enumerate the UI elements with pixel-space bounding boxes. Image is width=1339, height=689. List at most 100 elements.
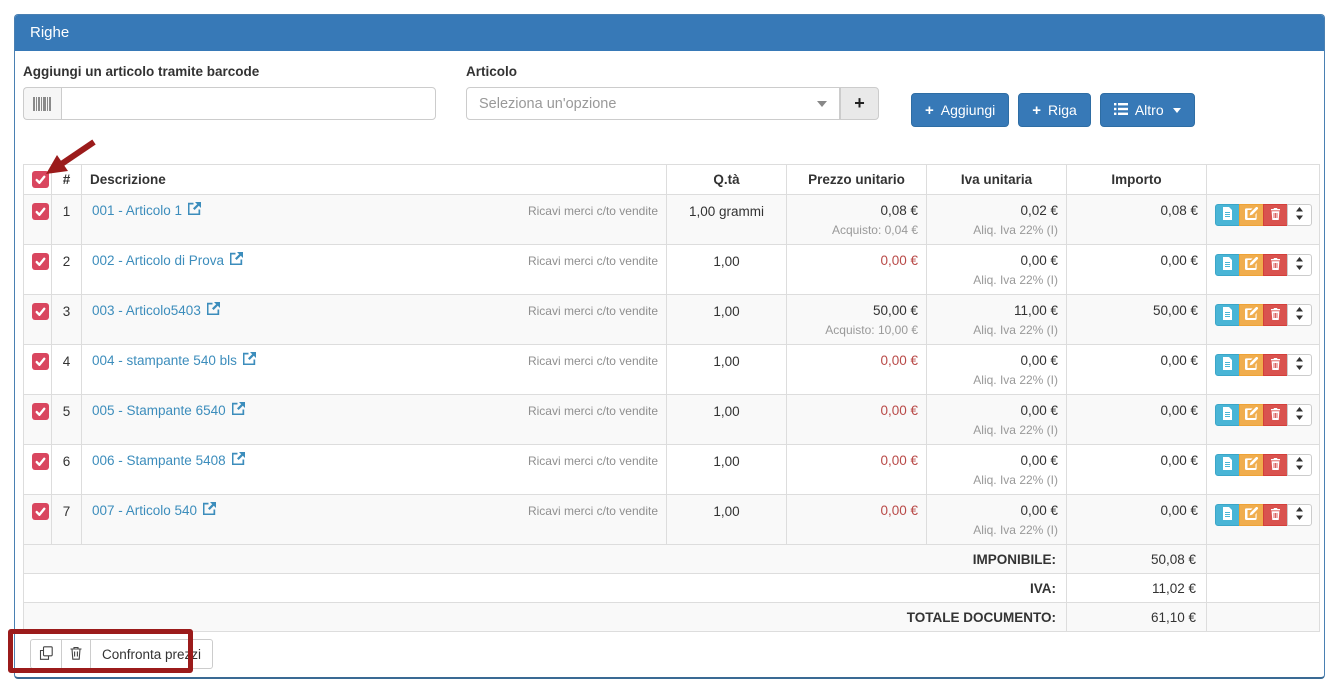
caret-down-icon (1172, 107, 1181, 113)
qty-cell: 1,00 grammi (666, 194, 787, 245)
sort-vertical-icon (1295, 457, 1304, 473)
caret-down-icon (817, 100, 827, 107)
toolbar: + Aggiungi + Riga Altro (911, 93, 1195, 127)
qty-cell: 1,00 (666, 444, 787, 495)
edit-button[interactable] (1239, 254, 1264, 276)
total-row: TOTALE DOCUMENTO: 61,10 € (23, 602, 1320, 632)
edit-button[interactable] (1239, 454, 1264, 476)
righe-panel: Righe Aggiungi un articolo tramite barco… (14, 14, 1325, 679)
row-checkbox[interactable] (32, 203, 49, 220)
document-button[interactable] (1215, 204, 1240, 226)
document-icon (1222, 507, 1233, 523)
aggiungi-button[interactable]: + Aggiungi (911, 93, 1010, 127)
header-unit-vat: Iva unitaria (926, 164, 1067, 195)
row-checkbox[interactable] (32, 453, 49, 470)
document-button[interactable] (1215, 454, 1240, 476)
delete-button[interactable] (1263, 304, 1288, 326)
delete-button[interactable] (1263, 404, 1288, 426)
add-article-button[interactable]: + (840, 87, 879, 120)
article-link[interactable]: 004 - stampante 540 bls (92, 352, 256, 368)
document-icon (1222, 307, 1233, 323)
sort-vertical-icon (1295, 507, 1304, 523)
document-icon (1222, 357, 1233, 373)
duplicate-rows-button[interactable] (30, 639, 62, 669)
altro-dropdown-button[interactable]: Altro (1099, 93, 1195, 127)
rows-table: # Descrizione Q.tà Prezzo unitario Iva u… (23, 164, 1320, 632)
article-link[interactable]: 003 - Articolo5403 (92, 302, 220, 318)
edit-button[interactable] (1239, 504, 1264, 526)
edit-button[interactable] (1239, 354, 1264, 376)
amount-cell: 0,00 € (1066, 344, 1207, 395)
document-button[interactable] (1215, 304, 1240, 326)
row-number: 4 (51, 344, 82, 395)
document-button[interactable] (1215, 504, 1240, 526)
row-number: 7 (51, 494, 82, 545)
article-link[interactable]: 007 - Articolo 540 (92, 502, 217, 518)
table-header-row: # Descrizione Q.tà Prezzo unitario Iva u… (23, 164, 1320, 195)
edit-button[interactable] (1239, 404, 1264, 426)
document-button[interactable] (1215, 254, 1240, 276)
external-link-icon (230, 252, 244, 268)
article-link[interactable]: 005 - Stampante 6540 (92, 402, 245, 418)
sort-button[interactable] (1287, 454, 1312, 476)
article-link[interactable]: 006 - Stampante 5408 (92, 452, 245, 468)
delete-button[interactable] (1263, 204, 1288, 226)
edit-icon (1245, 206, 1259, 223)
document-button[interactable] (1215, 404, 1240, 426)
account-label: Ricavi merci c/to vendite (527, 303, 658, 318)
unit-price-cell: 0,00 € (786, 394, 927, 445)
delete-button[interactable] (1263, 504, 1288, 526)
trash-icon (1270, 457, 1281, 473)
article-select[interactable]: Seleziona un'opzione (466, 87, 840, 120)
sort-button[interactable] (1287, 204, 1312, 226)
edit-button[interactable] (1239, 304, 1264, 326)
document-button[interactable] (1215, 354, 1240, 376)
external-link-icon (203, 502, 217, 518)
row-checkbox[interactable] (32, 253, 49, 270)
sort-button[interactable] (1287, 254, 1312, 276)
external-link-icon (231, 402, 245, 418)
account-label: Ricavi merci c/to vendite (527, 503, 658, 518)
external-link-icon (231, 452, 245, 468)
edit-button[interactable] (1239, 204, 1264, 226)
trash-icon (1270, 407, 1281, 423)
trash-icon (70, 646, 82, 663)
row-actions (1215, 504, 1312, 526)
amount-cell: 0,00 € (1066, 494, 1207, 545)
riga-button[interactable]: + Riga (1018, 93, 1091, 127)
compare-prices-button[interactable]: Confronta prezzi (90, 639, 214, 669)
row-actions (1215, 454, 1312, 476)
select-all-checkbox[interactable] (32, 170, 49, 188)
sort-button[interactable] (1287, 354, 1312, 376)
plus-icon: + (1032, 101, 1042, 119)
row-actions (1215, 304, 1312, 326)
barcode-input[interactable] (61, 87, 436, 120)
row-checkbox[interactable] (32, 353, 49, 370)
row-checkbox[interactable] (32, 303, 49, 320)
sort-vertical-icon (1295, 307, 1304, 323)
unit-price-cell: 0,00 € (786, 244, 927, 295)
sort-button[interactable] (1287, 304, 1312, 326)
barcode-icon (23, 87, 61, 120)
qty-cell: 1,00 (666, 344, 787, 395)
article-link[interactable]: 001 - Articolo 1 (92, 202, 202, 218)
delete-rows-button[interactable] (61, 639, 91, 669)
row-number: 6 (51, 444, 82, 495)
row-checkbox[interactable] (32, 403, 49, 420)
sort-button[interactable] (1287, 404, 1312, 426)
row-checkbox[interactable] (32, 503, 49, 520)
delete-button[interactable] (1263, 254, 1288, 276)
header-amount: Importo (1066, 164, 1207, 195)
delete-button[interactable] (1263, 454, 1288, 476)
barcode-group: Aggiungi un articolo tramite barcode (23, 64, 436, 120)
row-number: 5 (51, 394, 82, 445)
unit-price-cell: 0,00 € (786, 344, 927, 395)
qty-cell: 1,00 (666, 294, 787, 345)
trash-icon (1270, 257, 1281, 273)
delete-button[interactable] (1263, 354, 1288, 376)
article-link[interactable]: 002 - Articolo di Prova (92, 252, 244, 268)
sort-button[interactable] (1287, 504, 1312, 526)
table-row: 7 007 - Articolo 540 Ricavi merci c/to v… (23, 494, 1320, 545)
total-label: IMPONIBILE: (23, 544, 1067, 574)
edit-icon (1245, 456, 1259, 473)
